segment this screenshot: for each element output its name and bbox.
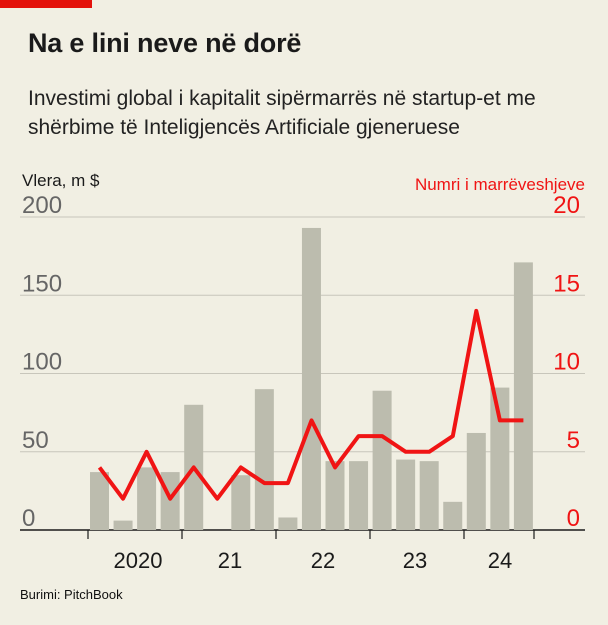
left-tick-label: 50 [22,427,49,454]
bar [113,520,133,530]
x-tick-label: 22 [311,548,335,573]
bar [90,472,109,530]
bar [419,461,439,530]
right-tick-label: 10 [553,349,580,376]
line-series [97,308,524,501]
bar [137,467,157,530]
deals-line [97,308,524,501]
bar [490,387,510,530]
left-axis-title: Vlera, m $ [22,171,100,190]
bar [349,461,369,530]
right-tick-label: 0 [567,505,580,532]
right-tick-label: 5 [567,427,580,454]
bar [372,390,392,530]
left-tick-label: 0 [22,505,35,532]
bar [278,517,298,530]
bar [231,475,251,530]
brand-tag [0,0,92,8]
left-tick-label: 200 [22,192,62,219]
bar-series [90,227,533,530]
chart-title: Na e lini neve në dorë [28,28,302,58]
bar [160,472,180,530]
bar [443,501,463,530]
x-tick-label: 23 [403,548,427,573]
bar [513,262,533,530]
bar [254,389,274,530]
left-tick-label: 150 [22,270,62,297]
right-axis-title: Numri i marrëveshjeve [415,175,585,194]
bar [301,227,321,530]
bar [325,461,345,530]
right-tick-label: 20 [553,192,580,219]
axis-labels: 0 50 100 150 200 0 5 10 15 20 Vlera, m $ Numri i ma… [22,171,585,573]
x-tick-label: 2020 [114,548,163,573]
bar [466,432,486,530]
left-tick-label: 100 [22,349,62,376]
source-note: Burimi: PitchBook [20,587,123,602]
bar [396,459,416,530]
chart-subtitle: Investimi global i kapitalit sipërmarrës… [28,87,536,139]
right-tick-label: 15 [553,270,580,297]
x-tick-label: 21 [218,548,242,573]
x-tick-label: 24 [488,548,512,573]
